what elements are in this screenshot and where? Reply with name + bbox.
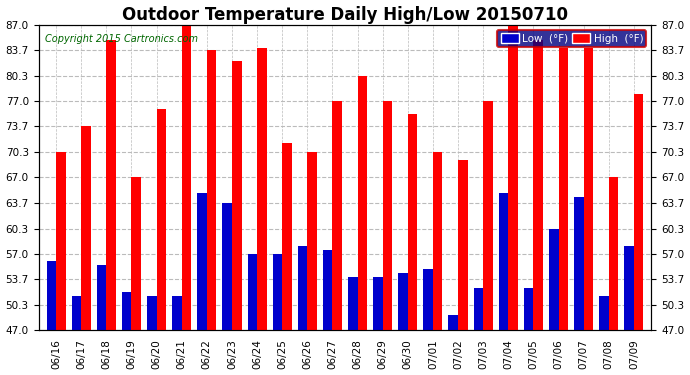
Bar	[509, 25, 518, 330]
Bar	[333, 101, 342, 330]
Bar	[207, 50, 217, 330]
Bar	[398, 273, 408, 330]
Bar	[307, 152, 317, 330]
Title: Outdoor Temperature Daily High/Low 20150710: Outdoor Temperature Daily High/Low 20150…	[122, 6, 568, 24]
Bar	[558, 48, 568, 330]
Bar	[157, 109, 166, 330]
Bar	[624, 246, 634, 330]
Bar	[97, 265, 106, 330]
Bar	[232, 61, 241, 330]
Bar	[222, 202, 232, 330]
Bar	[248, 254, 257, 330]
Bar	[323, 250, 333, 330]
Bar	[448, 315, 458, 330]
Bar	[424, 269, 433, 330]
Bar	[524, 288, 533, 330]
Bar	[172, 296, 181, 330]
Bar	[499, 193, 509, 330]
Bar	[373, 276, 383, 330]
Bar	[197, 193, 207, 330]
Bar	[599, 296, 609, 330]
Bar	[298, 246, 307, 330]
Bar	[408, 114, 417, 330]
Bar	[609, 177, 618, 330]
Bar	[348, 276, 357, 330]
Bar	[433, 152, 442, 330]
Bar	[46, 261, 56, 330]
Bar	[282, 143, 292, 330]
Bar	[473, 288, 483, 330]
Bar	[483, 101, 493, 330]
Bar	[56, 152, 66, 330]
Bar	[533, 40, 543, 330]
Bar	[383, 101, 392, 330]
Text: Copyright 2015 Cartronics.com: Copyright 2015 Cartronics.com	[45, 34, 197, 44]
Bar	[181, 25, 191, 330]
Legend: Low  (°F), High  (°F): Low (°F), High (°F)	[497, 30, 647, 47]
Bar	[634, 94, 644, 330]
Bar	[549, 228, 558, 330]
Bar	[357, 76, 367, 330]
Bar	[584, 48, 593, 330]
Bar	[106, 40, 116, 330]
Bar	[122, 292, 132, 330]
Bar	[257, 48, 266, 330]
Bar	[574, 196, 584, 330]
Bar	[81, 126, 91, 330]
Bar	[72, 296, 81, 330]
Bar	[458, 160, 468, 330]
Bar	[273, 254, 282, 330]
Bar	[132, 177, 141, 330]
Bar	[147, 296, 157, 330]
